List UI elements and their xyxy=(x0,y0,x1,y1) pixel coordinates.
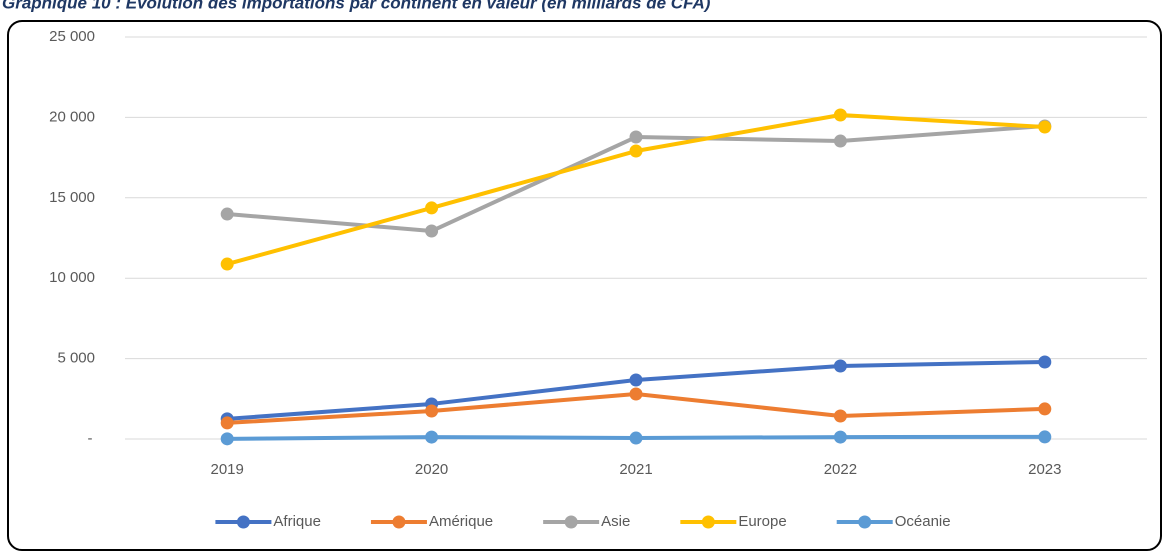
y-tick-label: 20 000 xyxy=(49,108,95,125)
y-tick-label: 25 000 xyxy=(49,28,95,45)
data-point xyxy=(1038,355,1052,369)
data-point xyxy=(629,387,643,401)
data-point xyxy=(425,224,439,238)
data-point xyxy=(629,130,643,144)
y-tick-label: - xyxy=(88,430,93,447)
y-tick-label: 10 000 xyxy=(49,269,95,286)
data-point xyxy=(833,430,847,444)
legend-item: Afrique xyxy=(215,513,321,530)
data-point xyxy=(629,431,643,445)
legend-label: Amérique xyxy=(429,513,493,530)
data-point xyxy=(220,257,234,271)
data-point xyxy=(425,430,439,444)
x-tick-label: 2020 xyxy=(415,461,448,478)
legend-item: Asie xyxy=(543,513,630,530)
data-point xyxy=(629,373,643,387)
x-tick-label: 2019 xyxy=(211,461,244,478)
legend-marker xyxy=(701,515,715,529)
legend-item: Europe xyxy=(680,513,787,530)
data-point xyxy=(1038,402,1052,416)
legend-marker xyxy=(392,515,406,529)
legend-label: Océanie xyxy=(895,513,951,530)
data-point xyxy=(220,207,234,221)
data-point xyxy=(425,201,439,215)
legend-item: Océanie xyxy=(836,513,951,530)
y-tick-label: 15 000 xyxy=(49,189,95,206)
data-point xyxy=(629,144,643,158)
legend-label: Asie xyxy=(601,513,630,530)
data-point xyxy=(833,359,847,373)
x-tick-label: 2023 xyxy=(1028,461,1061,478)
legend-marker xyxy=(858,515,872,529)
chart-border xyxy=(7,20,1162,551)
data-point xyxy=(220,432,234,446)
data-point xyxy=(1038,120,1052,134)
data-point xyxy=(833,134,847,148)
chart-title: Graphique 10 : Evolution des importation… xyxy=(2,0,711,12)
legend-marker xyxy=(564,515,578,529)
x-tick-label: 2021 xyxy=(619,461,652,478)
x-tick-label: 2022 xyxy=(824,461,857,478)
data-point xyxy=(833,108,847,122)
data-point xyxy=(220,416,234,430)
data-point xyxy=(1038,430,1052,444)
legend-label: Europe xyxy=(738,513,786,530)
data-point xyxy=(425,404,439,418)
y-tick-label: 5 000 xyxy=(57,350,95,367)
legend-marker xyxy=(236,515,250,529)
data-point xyxy=(833,409,847,423)
legend-label: Afrique xyxy=(273,513,321,530)
legend-item: Amérique xyxy=(370,513,493,530)
